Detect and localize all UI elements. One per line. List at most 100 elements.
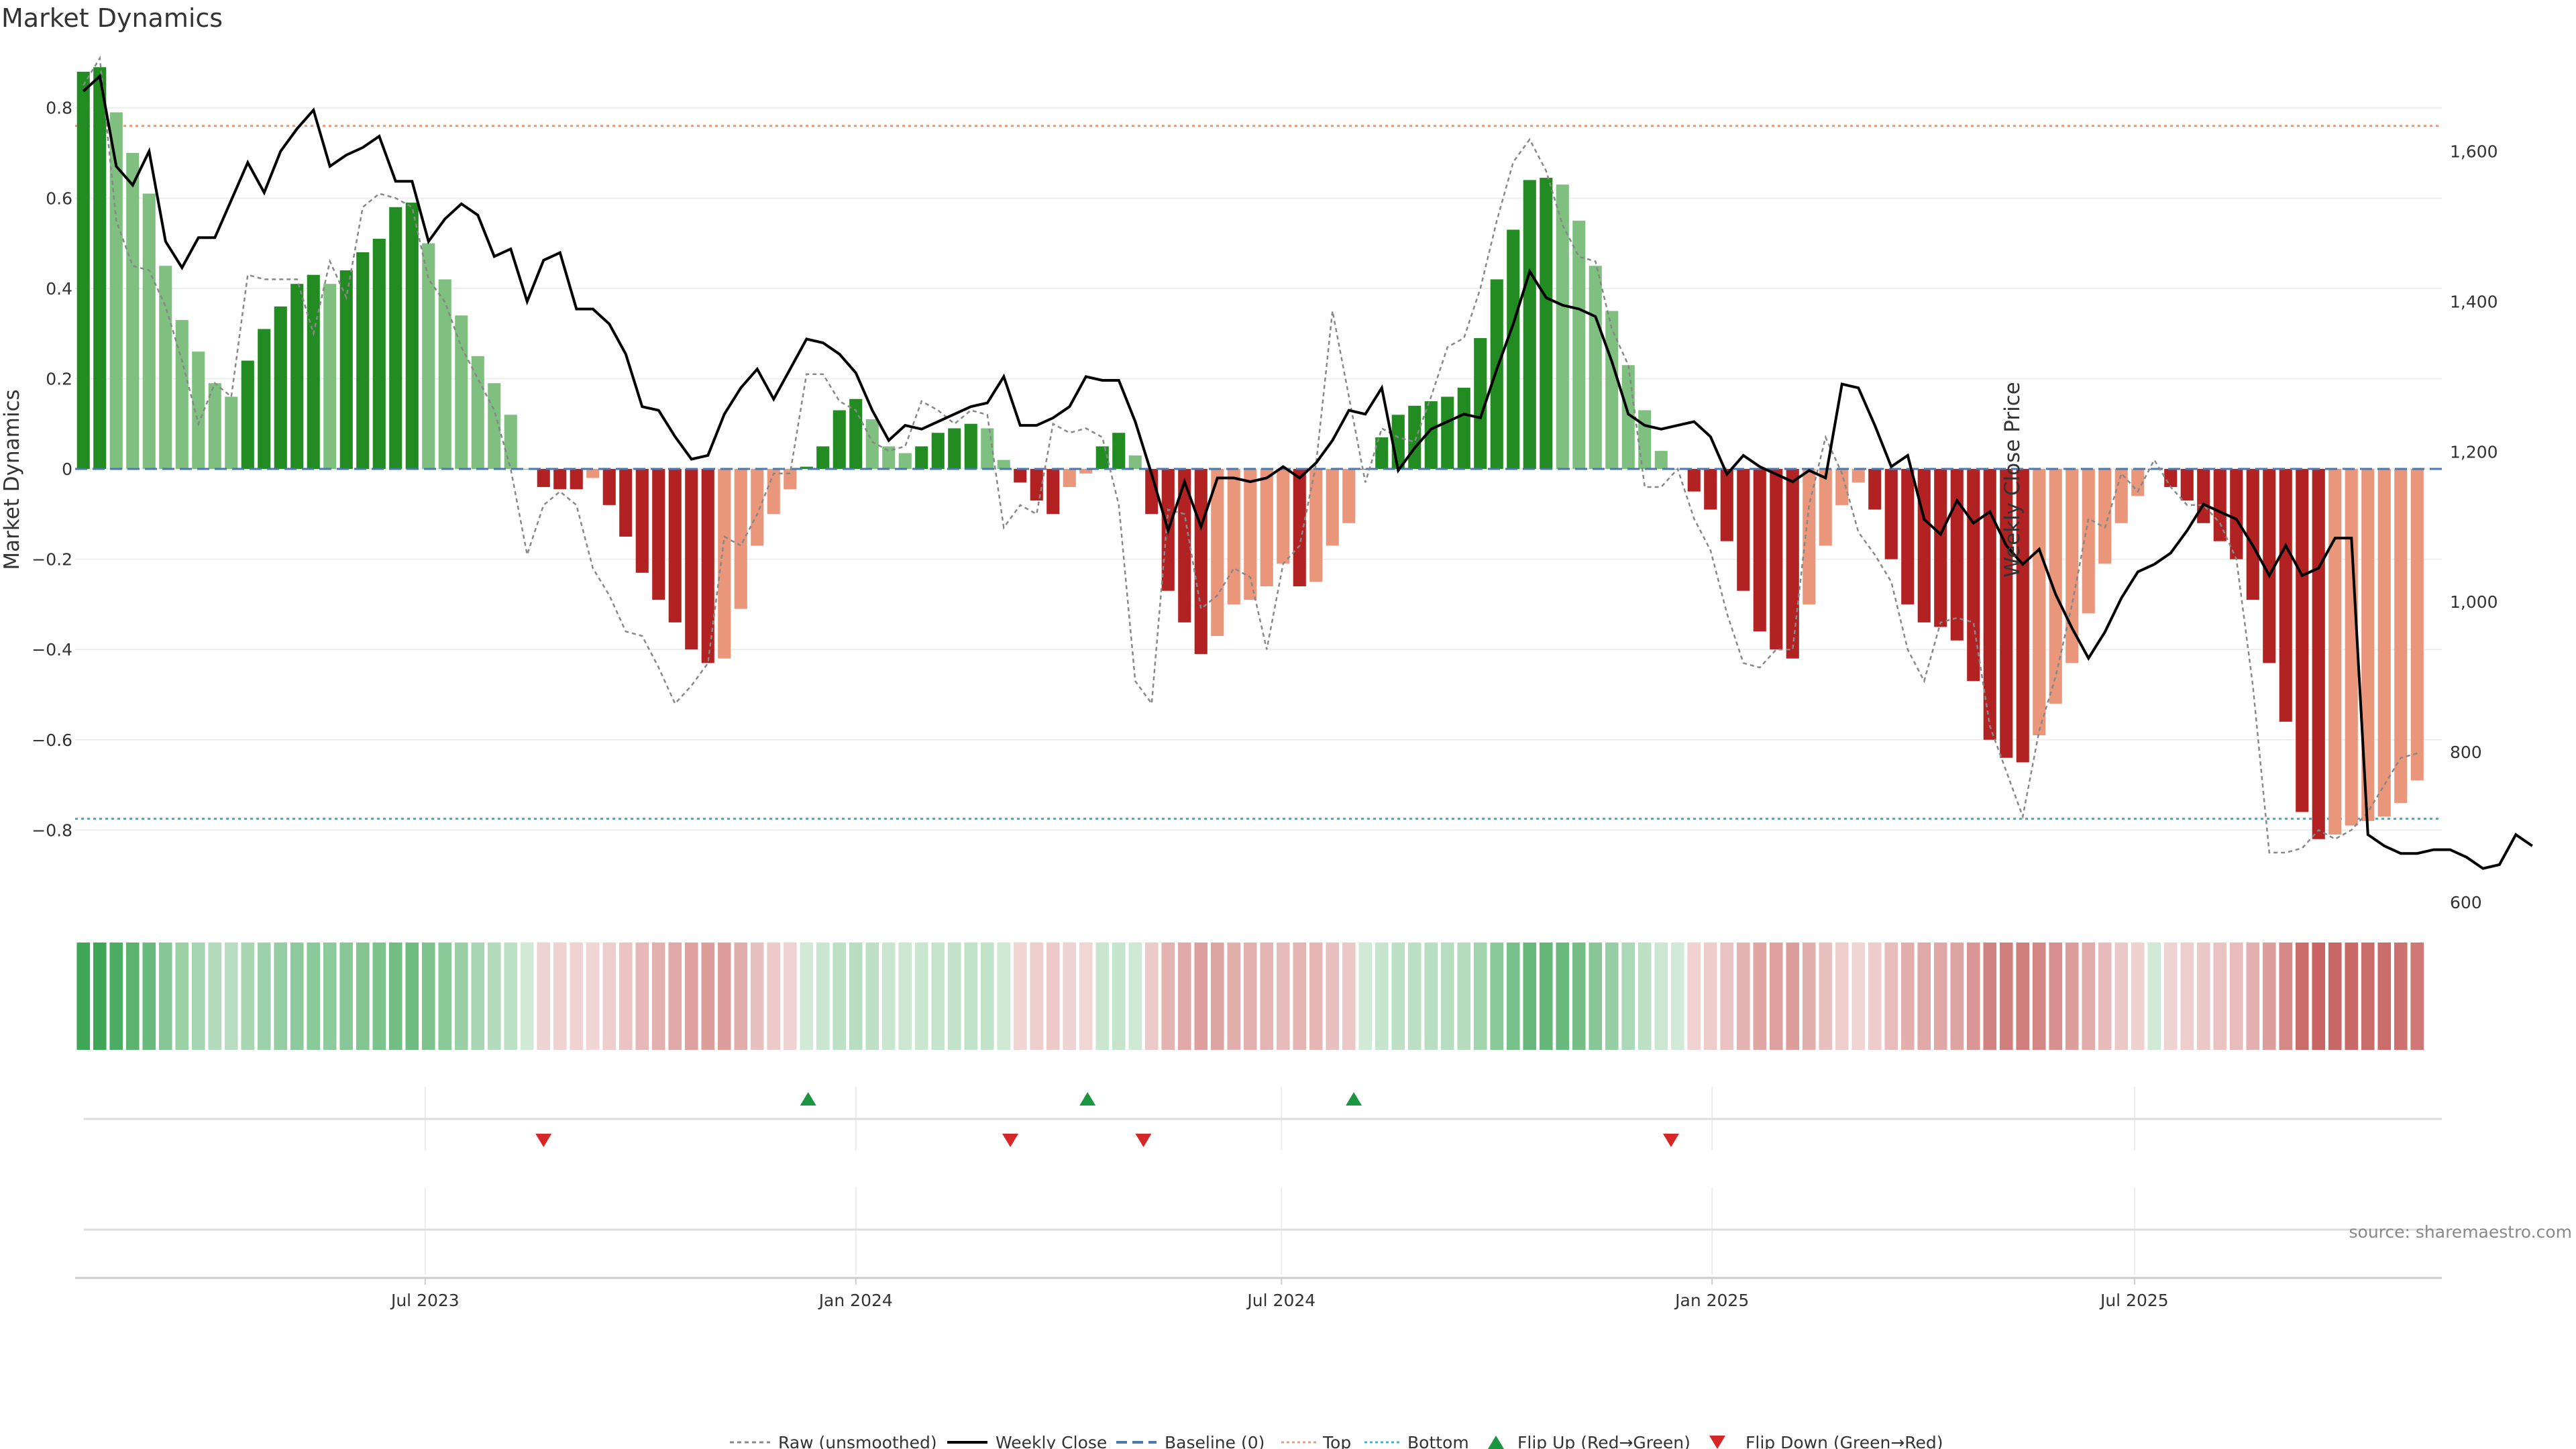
strip-cell (372, 943, 386, 1050)
dynamics-bar (241, 360, 254, 470)
strip-cell (405, 943, 419, 1050)
strip-cell (767, 943, 781, 1050)
dynamics-bar (1014, 469, 1027, 483)
dynamics-bar (1277, 469, 1290, 564)
strip-cell (2163, 943, 2178, 1050)
x-tick-label: Jan 2025 (1674, 1291, 1749, 1310)
y-axis-label: Market Dynamics (0, 389, 24, 570)
dynamics-bar (1704, 469, 1717, 510)
strip-cell (307, 943, 321, 1050)
strip-cell (1326, 943, 1340, 1050)
dynamics-bar (1638, 410, 1652, 470)
strip-cell (619, 943, 633, 1050)
dynamics-bar (126, 153, 140, 470)
dynamics-bar (1260, 469, 1273, 586)
dynamics-bar (109, 112, 123, 470)
dynamics-bar (1835, 469, 1849, 505)
x-tick-label: Jul 2023 (390, 1291, 460, 1310)
strip-cell (1654, 943, 1668, 1050)
dynamics-bar (619, 469, 633, 537)
dynamics-bar (1687, 469, 1701, 492)
weekly-close-line (82, 73, 2533, 870)
strip-cell (1917, 943, 1931, 1050)
strip-cell (175, 943, 189, 1050)
strip-cell (2049, 943, 2063, 1050)
strip-cell (2229, 943, 2243, 1050)
dynamics-bar (2296, 469, 2309, 812)
strip-cell (1358, 943, 1373, 1050)
strip-cell (1210, 943, 1224, 1050)
dynamics-bar (2033, 469, 2046, 736)
strip-cell (1753, 943, 1767, 1050)
dynamics-bar (142, 193, 156, 470)
strip-cell (1194, 943, 1208, 1050)
strip-cell (1900, 943, 1915, 1050)
y-tick-label: −0.6 (32, 731, 72, 750)
dynamics-bar (2131, 469, 2145, 496)
dynamics-bar (1523, 180, 1536, 470)
dynamics-bar (1540, 178, 1553, 470)
dynamics-bar (1309, 469, 1323, 582)
strip-cell (816, 943, 830, 1050)
strip-cell (109, 943, 123, 1050)
dynamics-bar (602, 469, 616, 505)
dynamics-bar (2361, 469, 2375, 821)
legend: Raw (unsmoothed) Weekly Close Baseline (… (730, 1433, 1943, 1449)
strip-cell (1276, 943, 1290, 1050)
strip-cell (76, 943, 91, 1050)
dynamics-bar (2098, 469, 2112, 564)
strip-cell (2098, 943, 2112, 1050)
dynamics-bar (685, 469, 698, 650)
dynamics-bar (586, 469, 600, 478)
strip-cell (668, 943, 682, 1050)
dynamics-bar (997, 460, 1010, 470)
chart-title: Market Dynamics (1, 3, 223, 33)
dynamics-bar (2263, 469, 2276, 663)
strip-cell (881, 943, 896, 1050)
y2-tick-label: 1,600 (2450, 142, 2498, 162)
strip-cell (1769, 943, 1783, 1050)
dynamics-bar (1605, 311, 1619, 470)
strip-cell (2394, 943, 2408, 1050)
dynamics-bar (1046, 469, 1060, 515)
dynamics-bar (2279, 469, 2292, 722)
dynamics-bar (668, 469, 682, 623)
flip-up-icon (1346, 1092, 1362, 1106)
dynamics-bar (339, 270, 353, 470)
strip-cell (570, 943, 584, 1050)
dynamics-bars (75, 67, 2442, 839)
strip-cell (1539, 943, 1553, 1050)
strip-cell (191, 943, 205, 1050)
dynamics-bar (1358, 469, 1372, 470)
strip-cell (323, 943, 337, 1050)
dynamics-bar (389, 207, 402, 470)
strip-cell (2032, 943, 2046, 1050)
strip-cell (2279, 943, 2293, 1050)
strip-cell (2328, 943, 2342, 1050)
strip-cell (635, 943, 649, 1050)
strip-cell (257, 943, 271, 1050)
y2-tick-label: 800 (2450, 743, 2482, 762)
strip-cell (421, 943, 435, 1050)
strip-cell (1260, 943, 1274, 1050)
strip-cell (997, 943, 1011, 1050)
dynamics-bar (192, 352, 205, 470)
dynamics-bar (734, 469, 747, 609)
dynamics-bar (718, 469, 731, 659)
strip-cell (2196, 943, 2210, 1050)
legend-raw-label: Raw (unsmoothed) (778, 1433, 937, 1449)
dynamics-bar (1128, 455, 1142, 470)
dynamics-bar (1326, 469, 1339, 546)
dynamics-bar (1720, 469, 1733, 541)
legend-flip-up-icon (1488, 1436, 1504, 1449)
strip-cell (356, 943, 370, 1050)
dynamics-bar (290, 284, 304, 470)
dynamics-bar (1408, 405, 1421, 470)
strip-cell (241, 943, 255, 1050)
dynamics-bar (553, 469, 567, 490)
dynamics-bar (1244, 469, 1257, 600)
y2-tick-label: 600 (2450, 893, 2482, 912)
dynamics-bar (1556, 184, 1569, 470)
dynamics-bar (2197, 469, 2210, 523)
dynamics-bar (1572, 220, 1586, 470)
